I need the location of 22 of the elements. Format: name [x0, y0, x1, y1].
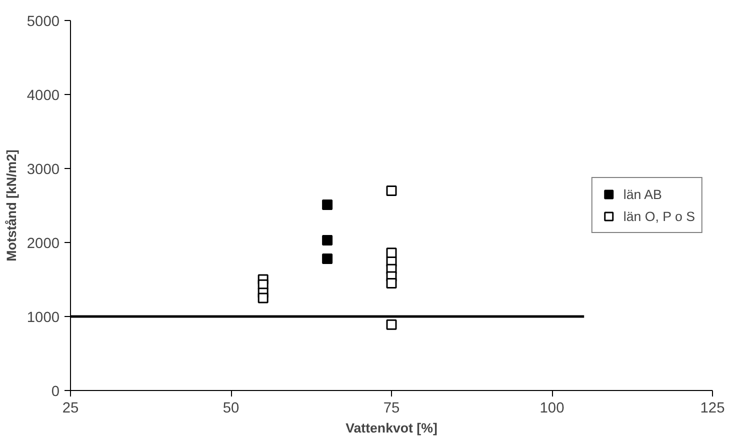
y-tick-label: 0	[51, 384, 60, 400]
point	[386, 185, 397, 196]
point	[258, 292, 268, 304]
x-tick-label: 75	[383, 400, 400, 416]
y-tick-label: 3000	[26, 162, 60, 178]
x-tick-label: 100	[540, 400, 564, 416]
y-tick-label: 5000	[26, 14, 60, 30]
y-axis-title: Motstånd [kN/m2]	[4, 150, 19, 262]
point	[322, 254, 333, 264]
legend-label: län O, P o S	[623, 208, 695, 224]
x-tick-label: 25	[62, 400, 79, 416]
y-tick-label: 2000	[26, 236, 60, 252]
x-axis-title: Vattenkvot [%]	[346, 420, 438, 436]
y-tick-label: 4000	[26, 88, 60, 104]
legend-label: län AB	[623, 186, 662, 202]
point	[322, 200, 333, 210]
x-tick-label: 50	[222, 400, 240, 416]
y-tick-label: 1000	[26, 310, 60, 326]
point	[386, 278, 397, 288]
point	[322, 235, 333, 246]
x-tick-label: 125	[700, 400, 725, 416]
point	[386, 319, 397, 330]
